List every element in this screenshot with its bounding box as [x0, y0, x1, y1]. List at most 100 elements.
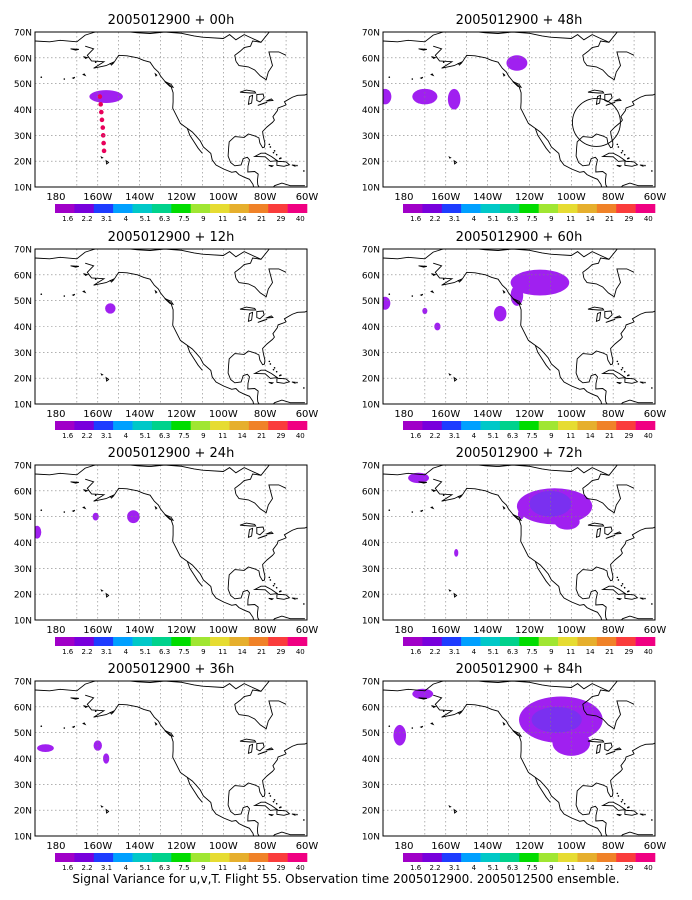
- colorbar-swatch: [210, 421, 230, 430]
- lon-tick-label: 140W: [125, 841, 154, 852]
- small-island: [644, 813, 646, 816]
- coastline: [234, 257, 262, 279]
- colorbar-label: 1.6: [410, 215, 422, 223]
- colorbar-swatch: [596, 204, 617, 213]
- island-outline: [419, 76, 424, 80]
- lon-tick-label: 100W: [557, 409, 586, 420]
- colorbar-label: 14: [238, 648, 247, 656]
- island-outline: [268, 164, 275, 168]
- colorbar-label: 5.1: [488, 215, 499, 223]
- lat-tick-label: 70N: [362, 246, 380, 256]
- lon-tick-label: 140W: [125, 409, 154, 420]
- colorbar-swatch: [461, 853, 481, 862]
- colorbar-swatch: [132, 637, 153, 646]
- lat-tick-label: 10N: [362, 617, 380, 627]
- lon-tick-label: 120W: [167, 409, 196, 420]
- island-outline: [164, 730, 175, 738]
- lat-tick-label: 50N: [362, 513, 380, 523]
- small-island: [280, 806, 282, 808]
- small-island: [269, 579, 272, 581]
- colorbar-swatch: [151, 421, 172, 430]
- lon-tick-label: 160W: [431, 841, 460, 852]
- lat-tick-label: 60N: [362, 703, 380, 713]
- colorbar-swatch: [93, 637, 114, 646]
- colorbar-swatch: [577, 637, 598, 646]
- small-island: [621, 150, 624, 152]
- colorbar-label: 29: [624, 432, 633, 440]
- colorbar-label: 21: [257, 648, 266, 656]
- colorbar-swatch: [519, 853, 539, 862]
- colorbar-label: 9: [201, 215, 205, 223]
- small-island: [268, 143, 271, 146]
- lat-tick-label: 30N: [14, 132, 32, 142]
- small-island: [63, 511, 66, 513]
- island-outline: [600, 585, 627, 595]
- island-outline: [605, 750, 616, 755]
- colorbar-label: 11: [218, 432, 227, 440]
- island-outline: [154, 721, 158, 726]
- small-island: [616, 360, 619, 363]
- island-outline: [71, 509, 76, 513]
- colorbar-label: 7.5: [526, 864, 537, 870]
- island-outline: [600, 152, 627, 162]
- small-island: [411, 78, 414, 80]
- lon-tick-label: 180: [394, 409, 413, 420]
- colorbar: 1.6 2.2 3.1 4 5.1 6.3 7.5 9 11 14 21 29 40: [55, 853, 308, 870]
- colorbar-swatch: [538, 421, 559, 430]
- island-outline: [430, 489, 437, 492]
- lat-tick-label: 40N: [362, 323, 380, 333]
- colorbar-label: 21: [257, 215, 266, 223]
- lat-tick-label: 40N: [14, 106, 32, 116]
- small-island: [628, 806, 630, 808]
- colorbar-label: 9: [201, 864, 205, 870]
- coastlines: [383, 681, 655, 836]
- colorbar-label: 4: [472, 215, 477, 223]
- colorbar-label: 5.1: [488, 864, 499, 870]
- island-outline: [82, 506, 87, 510]
- lon-tick-label: 80W: [254, 841, 277, 852]
- signal-region: [529, 490, 572, 517]
- colorbar-label: 14: [586, 215, 595, 223]
- map-panel-36h: 2005012900 + 36h 70N 60N 50N 40N 30N 20N 10N 180…: [14, 662, 319, 870]
- small-island: [616, 792, 619, 795]
- coastline: [383, 681, 618, 692]
- island-outline: [616, 164, 623, 168]
- colorbar-swatch: [558, 853, 578, 862]
- flight-track-point: [98, 102, 103, 107]
- small-island: [303, 603, 305, 605]
- small-island: [296, 597, 298, 600]
- island-outline: [109, 62, 115, 66]
- small-island: [296, 813, 298, 816]
- map-panel-60h: 2005012900 + 60h 70N 60N 50N 40N 30N 20N 10N 180…: [362, 230, 667, 440]
- colorbar-swatch: [480, 853, 501, 862]
- small-island: [63, 727, 66, 729]
- small-island: [621, 799, 624, 801]
- small-island: [296, 381, 298, 384]
- island-outline: [502, 72, 506, 77]
- coastline: [534, 345, 551, 371]
- island-outline: [257, 750, 268, 755]
- small-island: [411, 295, 414, 297]
- colorbar-label: 29: [276, 648, 285, 656]
- signal-region: [552, 730, 591, 756]
- island-outline: [247, 743, 254, 755]
- lon-tick-label: 100W: [557, 192, 586, 203]
- island-outline: [587, 306, 605, 311]
- lat-tick-label: 50N: [14, 297, 32, 307]
- small-island: [273, 367, 276, 369]
- small-island: [94, 278, 97, 281]
- panel-title: 2005012900 + 60h: [456, 230, 583, 245]
- colorbar-label: 11: [566, 432, 575, 440]
- colorbar-swatch: [461, 637, 481, 646]
- lat-tick-label: 20N: [362, 807, 380, 817]
- coastline: [235, 700, 287, 730]
- colorbar-swatch: [229, 637, 250, 646]
- island-outline: [82, 56, 89, 59]
- colorbar-label: 7.5: [526, 215, 537, 223]
- colorbar-swatch: [210, 637, 230, 646]
- lon-tick-label: 160W: [83, 192, 112, 203]
- small-island: [280, 590, 282, 592]
- colorbar-label: 14: [238, 432, 247, 440]
- colorbar-swatch: [113, 421, 133, 430]
- island-outline: [239, 306, 257, 311]
